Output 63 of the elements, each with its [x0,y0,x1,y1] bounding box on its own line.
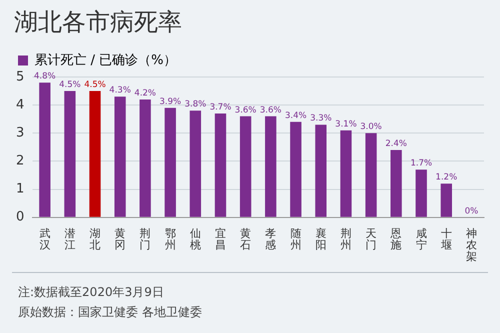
x-tick-label: 咸宁 [416,226,427,252]
bar [340,130,352,217]
x-tick-label: 黄冈 [114,226,126,252]
bar [164,108,176,217]
x-tick-label: 武汉 [39,226,50,252]
legend-label: 累计死亡 / 已确诊（%） [34,52,176,68]
bar [64,91,76,217]
x-tick-label: 孝感 [265,226,276,252]
x-tick-label: 仙桃 [190,226,201,252]
chart-title: 湖北各市病死率 [14,7,182,38]
x-tick-label: 恩施 [390,226,402,252]
x-tick-label: 天门 [366,226,377,252]
bar [315,124,327,217]
data-label: 4.5% [84,80,106,90]
x-tick-label: 十堰 [440,226,452,252]
bar [365,133,377,217]
x-tick-label: 宜昌 [214,226,226,252]
bar [190,110,202,217]
bar [89,91,101,217]
x-tick-label: 襄阳 [315,226,326,252]
x-tick-label: 荆州 [340,226,352,252]
x-tick-label: 潜江 [64,226,76,252]
x-tick-label: 荆门 [140,226,151,252]
bar [440,184,452,217]
text: 注:数据截至2020年3月9日 [18,284,165,301]
data-label: 2.4% [385,138,407,149]
y-tick-label: 1 [16,182,24,197]
bar [114,96,126,217]
bar [290,122,302,217]
x-tick-label: 鄂州 [164,226,176,252]
x-tick-label: 湖北 [90,226,101,252]
y-tick-label: 0 [16,210,24,225]
data-label: 4.5% [59,80,81,90]
data-label: 4.3% [109,86,131,96]
data-label: 3.4% [284,110,307,121]
text: 原始数据：国家卫健委 各地卫健委 [18,304,202,321]
data-label: 3.1% [335,119,357,130]
bar [140,99,151,217]
bar [390,150,402,217]
data-label: 4.8% [34,72,56,82]
data-label: 3.9% [159,96,182,107]
bar [265,116,276,217]
data-label: 3.6% [234,105,256,116]
x-tick-label: 神农架 [466,226,477,264]
y-tick-label: 2 [16,154,24,169]
y-tick-label: 4 [16,97,24,112]
data-label: 3.6% [260,105,282,116]
x-tick-label: 黄石 [240,226,252,252]
data-label: 3.3% [310,114,332,124]
data-label: 3.8% [184,100,206,110]
data-label: 1.7% [410,158,432,169]
data-label: 3.7% [210,102,232,112]
bar [214,113,226,217]
bar [416,170,427,217]
data-label: 3.0% [360,122,382,132]
bar [39,82,50,217]
y-tick-label: 5 [16,69,24,84]
x-tick-label: 随州 [290,226,302,252]
data-label: 1.2% [436,172,458,183]
data-label: 4.2% [134,88,156,98]
bar [240,116,252,217]
y-tick-label: 3 [16,126,24,141]
data-label: 0% [464,206,478,216]
